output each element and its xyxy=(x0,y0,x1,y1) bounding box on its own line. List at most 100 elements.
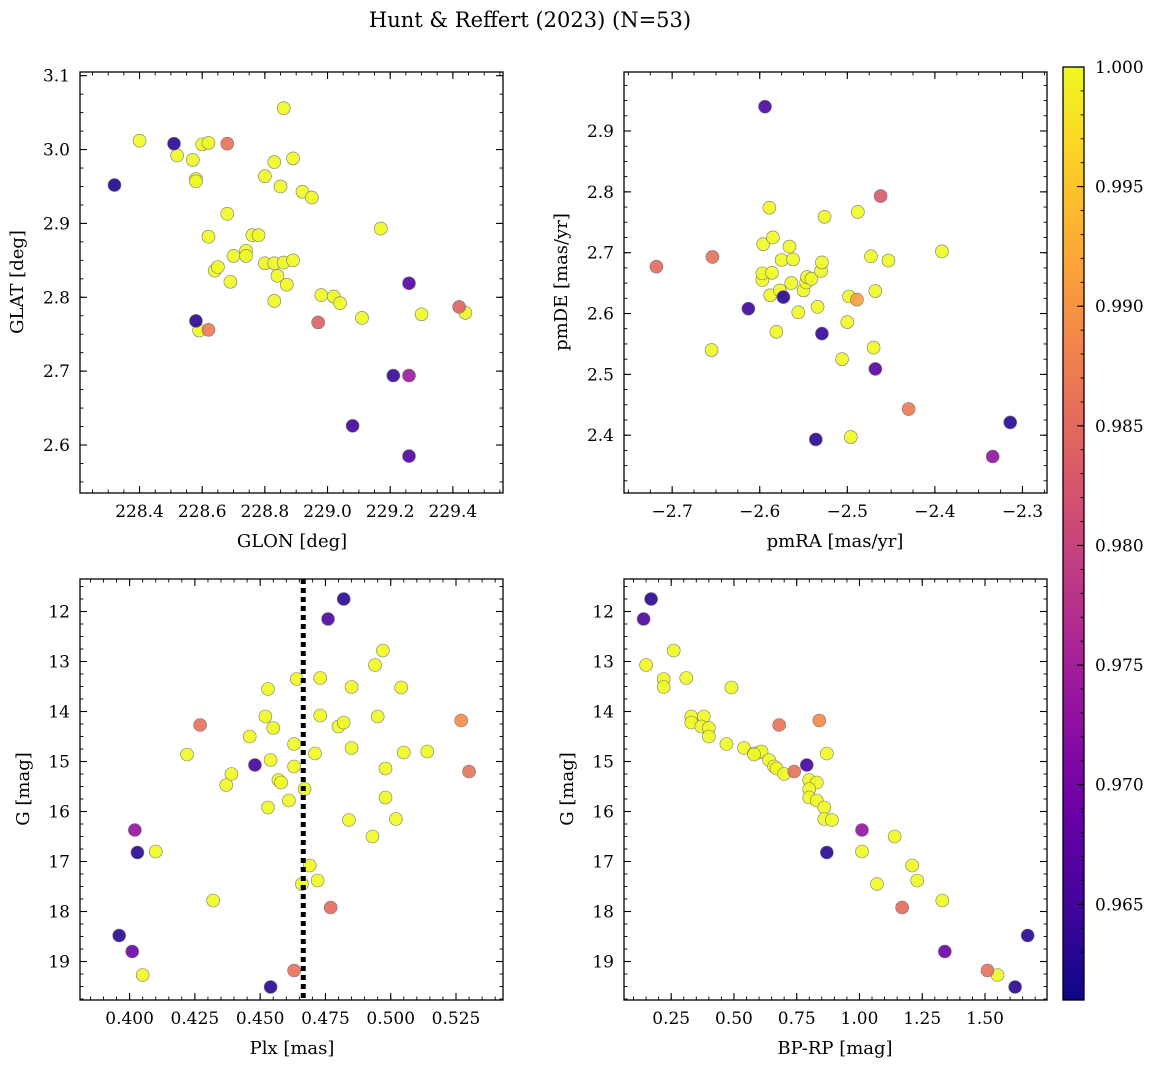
x-tick-label: 228.8 xyxy=(241,502,290,522)
scatter-point xyxy=(1008,980,1022,994)
scatter-point xyxy=(274,775,288,790)
scatter-point xyxy=(1003,415,1018,430)
scatter-point xyxy=(261,682,275,696)
scatter-point xyxy=(851,205,865,219)
axis-ticks: 0.400 0.425 0.450 0.475 0.500 0.525 12 13 14 15 16… xyxy=(48,579,503,1029)
plot-frame xyxy=(623,578,1048,1001)
scatter-point xyxy=(747,747,761,762)
x-tick-label: 1.00 xyxy=(841,1009,879,1029)
x-axis-label: pmRA [mas/yr] xyxy=(767,531,904,552)
scatter-point xyxy=(887,829,902,844)
scatter-point xyxy=(342,813,356,827)
scatter-point xyxy=(817,209,832,224)
y-tick-label: 2.4 xyxy=(587,426,614,446)
scatter-point xyxy=(644,592,658,606)
scatter-point xyxy=(704,343,719,357)
scatter-point xyxy=(462,764,476,779)
scatter-point xyxy=(310,873,325,888)
scatter-point xyxy=(323,900,338,915)
panel-proper-motion: pmRA [mas/yr] pmDE [mas/yr] −2.7 −2.6 −2.5… xyxy=(551,71,1048,552)
scatter-point xyxy=(251,228,266,243)
scatter-point xyxy=(394,680,408,695)
colorbar-tick-label: 0.975 xyxy=(1095,656,1144,676)
scatter-point xyxy=(239,249,253,263)
x-tick-label: 1.25 xyxy=(903,1009,941,1029)
x-tick-label: −2.7 xyxy=(652,502,693,522)
scatter-point xyxy=(223,274,238,289)
scatter-point xyxy=(189,314,203,328)
scatter-point xyxy=(420,744,435,759)
scatter-point xyxy=(206,893,220,908)
scatter-points xyxy=(112,592,476,994)
scatter-point xyxy=(881,253,896,268)
scatter-point xyxy=(815,255,829,270)
x-tick-label: 0.25 xyxy=(652,1009,690,1029)
scatter-point xyxy=(850,292,864,307)
scatter-point xyxy=(815,326,829,341)
y-tick-label: 18 xyxy=(592,903,614,923)
scatter-point xyxy=(242,729,257,744)
scatter-point xyxy=(321,612,335,626)
scatter-point xyxy=(905,858,919,873)
scatter-point xyxy=(402,368,416,383)
x-tick-label: 0.525 xyxy=(432,1009,481,1029)
scatter-point xyxy=(211,260,225,274)
scatter-point xyxy=(702,729,716,744)
scatter-point xyxy=(365,829,380,844)
scatter-point xyxy=(180,747,194,762)
x-axis-label: GLON [deg] xyxy=(237,531,347,552)
scatter-point xyxy=(344,741,359,755)
y-axis-label: G [mag] xyxy=(557,752,578,825)
colorbar-tick-label: 0.980 xyxy=(1095,536,1144,556)
scatter-point xyxy=(772,718,786,732)
colorbar-tick-label: 0.990 xyxy=(1095,297,1144,317)
y-tick-label: 12 xyxy=(592,603,614,623)
scatter-point xyxy=(1020,928,1035,943)
scatter-point xyxy=(287,963,301,978)
scatter-point xyxy=(402,276,416,291)
scatter-point xyxy=(282,793,296,808)
colorbar: 0.965 0.970 0.975 0.980 0.985 0.990 0.995 1.000 xyxy=(1062,58,1144,1001)
x-tick-label: 229.4 xyxy=(429,502,478,522)
scatter-point xyxy=(266,721,281,735)
scatter-point xyxy=(855,823,869,837)
scatter-point xyxy=(333,296,347,310)
colorbar-tick-label: 0.995 xyxy=(1095,178,1144,198)
y-tick-label: 2.6 xyxy=(43,436,70,456)
scatter-point xyxy=(261,800,275,815)
scatter-point xyxy=(132,133,147,148)
scatter-point xyxy=(220,136,235,151)
scatter-point xyxy=(452,300,466,314)
scatter-point xyxy=(370,709,385,724)
y-axis-label: pmDE [mas/yr] xyxy=(551,213,572,351)
x-tick-label: 228.6 xyxy=(178,502,227,522)
scatter-point xyxy=(868,284,883,298)
axis-ticks: 0.25 0.50 0.75 1.00 1.25 1.50 12 13 14 15 16 17 18 19 xyxy=(592,579,1047,1029)
scatter-point xyxy=(812,713,827,728)
scatter-point xyxy=(864,249,878,264)
scatter-point xyxy=(378,761,393,776)
scatter-point xyxy=(758,99,772,114)
scatter-point xyxy=(910,873,925,888)
scatter-point xyxy=(402,449,416,463)
x-tick-label: 229.0 xyxy=(303,502,352,522)
y-tick-label: 2.7 xyxy=(43,362,70,382)
scatter-point xyxy=(186,153,200,167)
scatter-point xyxy=(201,136,216,150)
scatter-point xyxy=(414,307,429,322)
scatter-point xyxy=(866,340,881,355)
scatter-point xyxy=(639,658,653,672)
y-tick-label: 13 xyxy=(48,653,70,673)
scatter-point xyxy=(769,324,784,339)
x-tick-label: 229.2 xyxy=(366,502,415,522)
scatter-point xyxy=(148,844,163,859)
scatter-point xyxy=(224,767,239,781)
scatter-point xyxy=(985,449,1000,464)
plot-frame xyxy=(623,71,1048,494)
colorbar-tick-label: 0.985 xyxy=(1095,417,1144,437)
scatter-point xyxy=(130,845,145,860)
x-tick-label: 0.425 xyxy=(171,1009,220,1029)
y-tick-label: 18 xyxy=(48,903,70,923)
scatter-point xyxy=(287,737,301,751)
scatter-point xyxy=(895,900,909,915)
